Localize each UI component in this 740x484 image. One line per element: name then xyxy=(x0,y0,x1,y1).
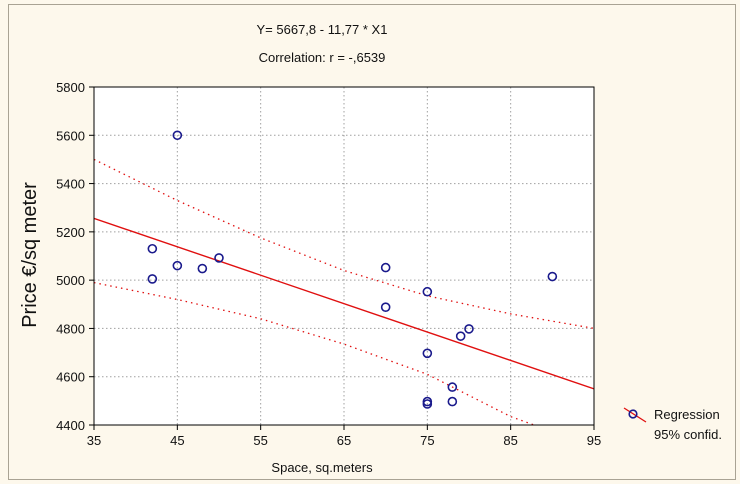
x-tick-label-5: 85 xyxy=(503,433,517,448)
y-tick-label-5: 5400 xyxy=(56,177,85,192)
data-point-8 xyxy=(422,286,433,297)
x-tick-label-2: 55 xyxy=(253,433,267,448)
confidence-band-upper xyxy=(94,158,594,330)
legend-point-marker xyxy=(628,409,638,419)
x-axis-label: Space, sq.meters xyxy=(271,460,373,475)
x-tick-label-0: 35 xyxy=(87,433,101,448)
data-point-1 xyxy=(147,274,158,284)
data-point-14 xyxy=(455,331,466,341)
x-tick-label-4: 75 xyxy=(420,433,434,448)
y-tick-label-6: 5600 xyxy=(56,128,85,143)
data-point-11 xyxy=(422,399,433,409)
data-point-13 xyxy=(447,396,458,407)
chart-title-correlation: Correlation: r = -,6539 xyxy=(259,50,386,65)
data-point-2 xyxy=(172,130,183,141)
x-tick-label-1: 45 xyxy=(170,433,184,448)
data-point-7 xyxy=(380,302,391,312)
data-point-3 xyxy=(172,260,183,271)
y-tick-label-2: 4800 xyxy=(56,321,85,336)
y-tick-label-0: 4400 xyxy=(56,418,85,433)
data-point-15 xyxy=(464,324,474,334)
data-point-6 xyxy=(380,262,391,273)
regression-line xyxy=(94,217,594,390)
y-axis-label: Price €/sq meter xyxy=(19,182,41,328)
data-point-4 xyxy=(197,263,208,274)
data-point-0 xyxy=(147,243,158,254)
legend-regression-swatch xyxy=(623,407,647,423)
data-point-5 xyxy=(214,253,224,263)
data-point-12 xyxy=(447,382,458,392)
chart-title-equation: Y= 5667,8 - 11,77 * X1 xyxy=(257,22,388,37)
plot-area: 35 45 55 65 75 85 95 4400 4600 4800 5000 5200 5400 56… xyxy=(56,80,601,448)
y-tick-label-4: 5200 xyxy=(56,225,85,240)
x-tick-label-6: 95 xyxy=(587,433,601,448)
y-tick-label-3: 5000 xyxy=(56,273,85,288)
y-tick-label-7: 5800 xyxy=(56,80,85,95)
data-point-9 xyxy=(422,348,433,359)
legend: Regression 95% confid. xyxy=(623,407,722,442)
legend-entry-regression: Regression xyxy=(654,407,720,422)
y-tick-label-1: 4600 xyxy=(56,370,85,385)
legend-entry-confidence: 95% confid. xyxy=(654,427,722,442)
x-tick-label-3: 65 xyxy=(337,433,351,448)
data-point-16 xyxy=(547,271,558,282)
